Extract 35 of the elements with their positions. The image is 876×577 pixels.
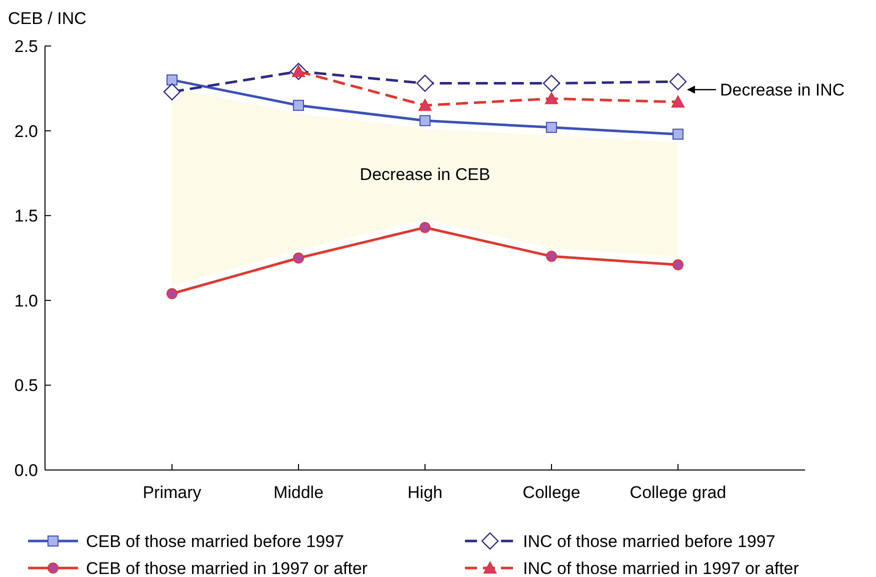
point xyxy=(418,98,432,111)
y-tick-label: 2.5 xyxy=(14,36,38,56)
y-tick-label: 0.5 xyxy=(14,376,38,396)
y-tick-label: 1.0 xyxy=(14,291,38,310)
annotation: Decrease in INC xyxy=(720,80,845,100)
legend-label: CEB of those married in 1997 or after xyxy=(86,558,368,577)
point xyxy=(420,222,430,233)
y-tick-label: 1.5 xyxy=(14,206,38,226)
point xyxy=(163,83,181,100)
legend-label: CEB of those married before 1997 xyxy=(86,532,344,551)
point xyxy=(545,92,558,104)
point xyxy=(672,259,684,270)
x-tick-label: College grad xyxy=(630,483,726,502)
point xyxy=(669,73,687,90)
point xyxy=(293,100,304,111)
x-tick-label: High xyxy=(408,483,442,502)
point xyxy=(672,95,684,108)
point xyxy=(416,74,434,92)
x-tick-label: College xyxy=(522,483,580,502)
point xyxy=(166,74,178,86)
x-tick-label: Middle xyxy=(273,483,324,502)
point xyxy=(542,74,560,92)
y-axis-title: CEB / INC xyxy=(8,9,86,28)
legend-label: INC of those married in 1997 or after xyxy=(523,558,800,577)
y-tick-label: 2.0 xyxy=(14,122,38,141)
point xyxy=(546,250,557,262)
point xyxy=(420,115,430,126)
point xyxy=(293,252,304,264)
legend-label: INC of those married before 1997 xyxy=(523,532,776,551)
point xyxy=(546,122,557,133)
point xyxy=(166,288,178,300)
annotation: Decrease in CEB xyxy=(360,165,490,184)
y-tick-label: 0.0 xyxy=(14,460,38,480)
point xyxy=(672,128,684,140)
x-tick-label: Primary xyxy=(142,483,202,502)
